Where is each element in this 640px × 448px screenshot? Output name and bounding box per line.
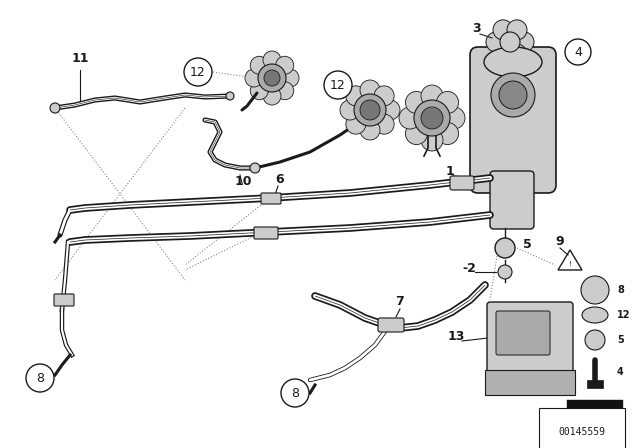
Circle shape [340,100,360,120]
Circle shape [258,64,286,92]
Text: 12: 12 [617,310,630,320]
Circle shape [500,32,520,52]
Circle shape [354,94,386,126]
Text: 1: 1 [446,165,455,178]
Circle shape [263,51,281,69]
Text: !: ! [568,261,572,267]
FancyBboxPatch shape [261,193,281,204]
Circle shape [421,107,443,129]
Circle shape [263,87,281,105]
FancyBboxPatch shape [470,47,556,193]
Text: 8: 8 [617,285,624,295]
Circle shape [346,114,366,134]
Circle shape [226,92,234,100]
Circle shape [281,379,309,407]
Circle shape [581,276,609,304]
Text: 3: 3 [472,22,481,35]
Circle shape [250,82,268,100]
Circle shape [414,100,450,136]
FancyBboxPatch shape [498,52,522,66]
Circle shape [50,103,60,113]
Text: -2: -2 [462,262,476,275]
Polygon shape [567,414,623,422]
Text: 10: 10 [235,175,253,188]
Circle shape [491,73,535,117]
Polygon shape [567,400,623,412]
FancyBboxPatch shape [378,318,404,332]
Text: 11: 11 [72,52,90,65]
Circle shape [421,85,443,107]
Text: 8: 8 [291,387,299,400]
FancyBboxPatch shape [450,176,474,190]
FancyBboxPatch shape [487,302,573,373]
Text: 12: 12 [330,78,346,91]
Circle shape [421,129,443,151]
Text: 6: 6 [275,173,284,186]
Text: 7: 7 [395,295,404,308]
Circle shape [264,70,280,86]
Circle shape [324,71,352,99]
Ellipse shape [484,47,542,77]
Circle shape [374,114,394,134]
Circle shape [360,120,380,140]
FancyBboxPatch shape [496,311,550,355]
Circle shape [374,86,394,106]
Circle shape [360,80,380,100]
Circle shape [281,69,299,87]
FancyBboxPatch shape [254,227,278,239]
Text: 5: 5 [617,335,624,345]
Circle shape [276,56,294,74]
Circle shape [360,100,380,120]
Circle shape [493,20,513,40]
Circle shape [565,39,591,65]
Circle shape [493,44,513,64]
Circle shape [495,238,515,258]
FancyBboxPatch shape [490,171,534,229]
Circle shape [26,364,54,392]
Text: 9: 9 [555,235,564,248]
FancyBboxPatch shape [54,294,74,306]
Text: 4: 4 [617,367,624,377]
Circle shape [507,20,527,40]
Text: 13: 13 [448,330,465,343]
Circle shape [585,330,605,350]
Circle shape [184,58,212,86]
Circle shape [486,32,506,52]
Circle shape [406,91,428,113]
Circle shape [346,86,366,106]
Text: 12: 12 [190,65,206,78]
FancyBboxPatch shape [485,370,575,395]
Circle shape [443,107,465,129]
Circle shape [245,69,263,87]
Ellipse shape [582,307,608,323]
Text: 4: 4 [574,46,582,59]
Circle shape [436,91,458,113]
Circle shape [507,44,527,64]
Circle shape [436,123,458,145]
Circle shape [250,163,260,173]
Circle shape [514,32,534,52]
Circle shape [380,100,400,120]
Circle shape [399,107,421,129]
Circle shape [250,56,268,74]
Text: 00145559: 00145559 [559,427,605,437]
Circle shape [499,81,527,109]
Text: 8: 8 [36,371,44,384]
Circle shape [276,82,294,100]
Circle shape [498,265,512,279]
Polygon shape [587,380,603,388]
Text: 5: 5 [523,238,532,251]
Circle shape [406,123,428,145]
